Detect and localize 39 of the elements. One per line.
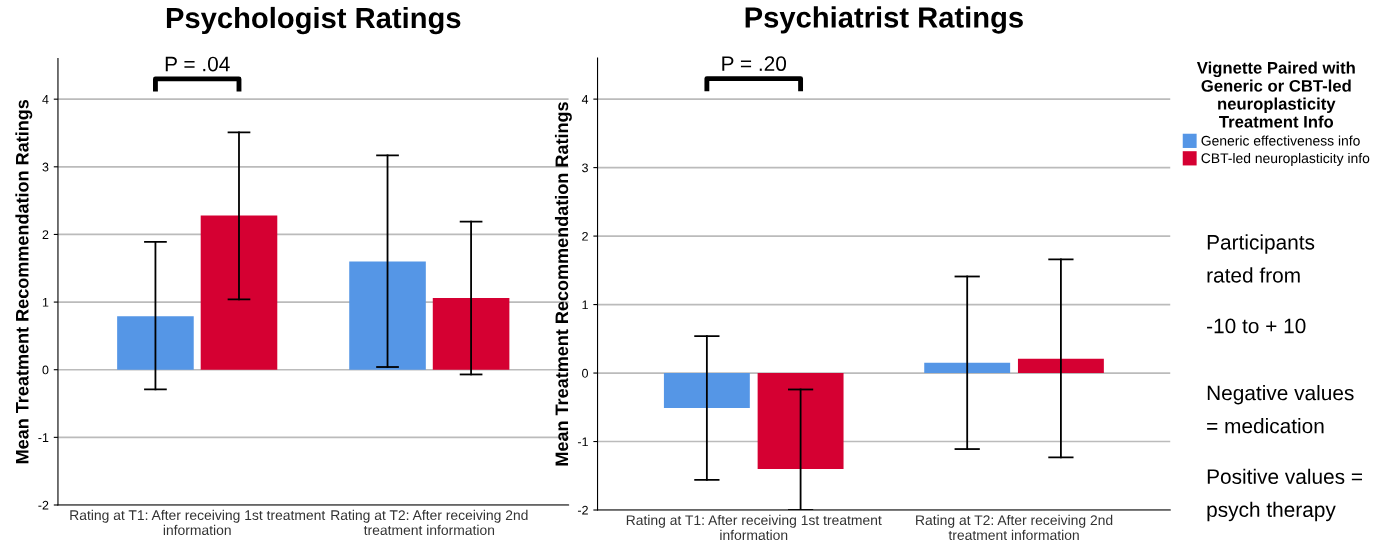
bar xyxy=(117,316,194,370)
y-tick-label: 4 xyxy=(581,95,589,104)
bar xyxy=(200,215,278,370)
x-tick-label: Rating at T2: After receiving 2nd treatment information xyxy=(916,514,1113,541)
y-tick-label: 4 xyxy=(42,95,49,104)
y-tick-label: 3 xyxy=(42,162,49,172)
y-tick-label: 3 xyxy=(582,163,588,173)
text: Positive values = psych therapy xyxy=(1207,468,1362,522)
y-axis-title: Mean Treatment Recommendation Ratings xyxy=(554,102,572,466)
legend-label: CBT-led neuroplasticity info xyxy=(1201,152,1370,166)
text: Negative values = medication xyxy=(1207,385,1354,434)
legend-title: Vignette Paired with Generic or CBT-led neuroplasticity Treatment Info xyxy=(1196,61,1355,128)
y-tick-label: -2 xyxy=(577,505,588,515)
y-tick-label: -2 xyxy=(38,500,49,510)
x-tick-label: Rating at T1: After receiving 1st treatment information xyxy=(70,509,326,536)
chart-title: Psychiatrist Ratings xyxy=(745,6,1023,34)
chart-title: Psychologist Ratings xyxy=(166,6,461,35)
y-tick-label: -1 xyxy=(38,433,49,442)
text: -10 to + 10 xyxy=(1207,318,1306,334)
y-tick-label: -1 xyxy=(577,437,588,447)
bar xyxy=(1017,358,1104,374)
y-tick-label: 2 xyxy=(42,230,49,239)
annotation: P = .20 xyxy=(722,56,787,72)
text: Participants rated from xyxy=(1207,234,1315,283)
y-tick-label: 0 xyxy=(42,365,49,375)
bar xyxy=(924,362,1011,374)
bar xyxy=(349,261,426,370)
y-tick-label: 1 xyxy=(42,298,49,307)
legend-label: Generic effectiveness info xyxy=(1201,135,1360,146)
y-tick-label: 2 xyxy=(582,231,588,241)
y-axis-title: Mean Treatment Recommendation Ratings xyxy=(15,99,33,464)
x-tick-label: Rating at T1: After receiving 1st treatment information xyxy=(626,514,882,541)
x-tick-label: Rating at T2: After receiving 2nd treatment information xyxy=(331,509,528,536)
bar xyxy=(757,373,844,469)
y-tick-label: 0 xyxy=(582,368,589,378)
bar xyxy=(663,373,750,408)
bar xyxy=(432,298,510,370)
y-tick-label: 1 xyxy=(582,300,588,310)
annotation: P = .04 xyxy=(165,56,230,72)
